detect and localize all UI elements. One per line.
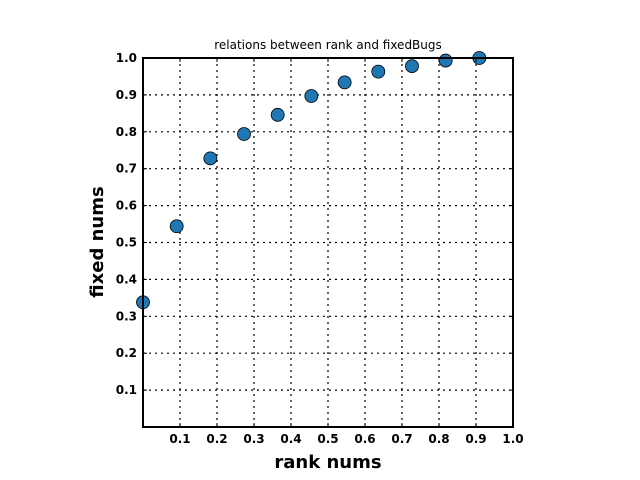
data-points: [136, 51, 487, 310]
x-tick-label: 0.6: [354, 432, 375, 446]
y-tick-label: 0.4: [116, 272, 137, 286]
x-tick-label: 0.5: [317, 432, 338, 446]
y-tick-label: 1.0: [116, 51, 137, 65]
y-tick-label: 0.2: [116, 346, 137, 360]
y-tick-label: 0.3: [116, 309, 137, 323]
data-point: [405, 59, 419, 74]
x-tick-label: 0.1: [169, 432, 190, 446]
x-tick-label: 0.9: [465, 432, 486, 446]
data-point: [337, 75, 352, 90]
data-point: [371, 64, 386, 79]
data-point: [270, 107, 285, 122]
data-point: [169, 219, 184, 234]
grid-lines: [143, 58, 513, 427]
data-point: [438, 53, 453, 68]
y-axis-label: fixed nums: [87, 186, 108, 297]
x-tick-label: 0.4: [280, 432, 301, 446]
y-tick-label: 0.9: [116, 88, 137, 102]
x-axis-label: rank nums: [274, 452, 381, 473]
data-point: [304, 89, 319, 103]
x-tick-label: 0.3: [243, 432, 264, 446]
x-tick-labels: 0.1 0.2 0.3 0.4 0.5 0.6 0.7 0.8 0.9 1.0: [169, 432, 523, 446]
y-tick-label: 0.6: [116, 199, 137, 213]
x-tick-label: 1.0: [502, 432, 523, 446]
data-point: [203, 151, 218, 166]
data-point: [237, 127, 251, 141]
x-tick-label: 0.7: [391, 432, 412, 446]
x-tick-label: 0.8: [428, 432, 449, 446]
y-tick-label: 0.8: [116, 125, 137, 139]
axis-ticks: [143, 57, 514, 427]
y-tick-label: 0.1: [116, 383, 137, 397]
chart-title: relations between rank and fixedBugs: [214, 38, 442, 52]
y-tick-label: 0.7: [116, 162, 137, 176]
x-tick-label: 0.2: [206, 432, 227, 446]
y-tick-labels: 0.1 0.2 0.3 0.4 0.5 0.6 0.7 0.8 0.9 1.0: [116, 51, 137, 397]
y-tick-label: 0.5: [116, 236, 137, 250]
